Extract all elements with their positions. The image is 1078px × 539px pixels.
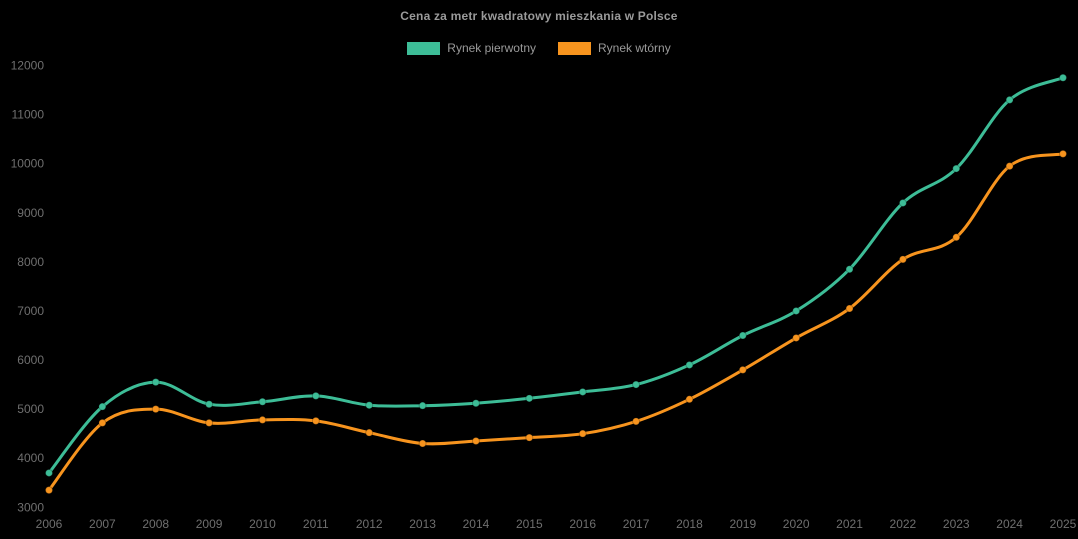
data-point[interactable] <box>738 331 747 340</box>
x-tick-label: 2007 <box>89 517 116 531</box>
data-point[interactable] <box>578 387 587 396</box>
x-tick-label: 2024 <box>996 517 1023 531</box>
data-point[interactable] <box>792 333 801 342</box>
x-tick-label: 2021 <box>836 517 863 531</box>
chart-title: Cena za metr kwadratowy mieszkania w Pol… <box>400 9 678 23</box>
data-point[interactable] <box>418 401 427 410</box>
x-tick-label: 2006 <box>36 517 63 531</box>
y-tick-label: 4000 <box>17 451 44 465</box>
x-tick-label: 2017 <box>623 517 650 531</box>
data-point[interactable] <box>1005 162 1014 171</box>
series-line-1 <box>47 152 1065 492</box>
data-point[interactable] <box>1059 73 1067 82</box>
data-point[interactable] <box>311 416 320 425</box>
legend-swatch-pierwotny-icon <box>407 41 441 55</box>
x-tick-label: 2018 <box>676 517 703 531</box>
data-point[interactable] <box>525 394 534 403</box>
data-point[interactable] <box>952 164 961 173</box>
data-point[interactable] <box>738 365 747 374</box>
y-tick-label: 10000 <box>11 157 45 171</box>
x-tick-label: 2011 <box>303 517 329 531</box>
data-point[interactable] <box>45 468 53 477</box>
data-point[interactable] <box>792 306 801 315</box>
series-line-0 <box>47 76 1065 475</box>
x-tick-label: 2009 <box>196 517 223 531</box>
data-point[interactable] <box>632 417 641 426</box>
data-point[interactable] <box>952 233 961 242</box>
data-point[interactable] <box>98 418 107 427</box>
data-point[interactable] <box>845 265 854 274</box>
data-point[interactable] <box>1059 149 1067 158</box>
data-point[interactable] <box>845 304 854 313</box>
data-point[interactable] <box>632 380 641 389</box>
x-tick-label: 2010 <box>249 517 276 531</box>
y-tick-label: 5000 <box>17 402 44 416</box>
data-point[interactable] <box>151 378 160 387</box>
data-point[interactable] <box>685 360 694 369</box>
data-point[interactable] <box>898 255 907 264</box>
legend-item-rynek-pierwotny[interactable]: Rynek pierwotny <box>407 41 536 55</box>
data-point[interactable] <box>98 402 107 411</box>
data-point[interactable] <box>525 433 534 442</box>
legend-label-rynek-pierwotny: Rynek pierwotny <box>447 41 536 55</box>
data-point[interactable] <box>151 405 160 414</box>
legend-label-rynek-wtorny: Rynek wtórny <box>598 41 671 55</box>
data-point[interactable] <box>258 415 267 424</box>
x-tick-label: 2013 <box>409 517 436 531</box>
y-tick-label: 6000 <box>17 353 44 367</box>
legend-item-rynek-wtorny[interactable]: Rynek wtórny <box>558 41 671 55</box>
data-point[interactable] <box>365 401 374 410</box>
x-tick-label: 2022 <box>890 517 917 531</box>
x-tick-label: 2014 <box>463 517 490 531</box>
y-tick-label: 8000 <box>17 255 44 269</box>
x-tick-label: 2012 <box>356 517 383 531</box>
data-point[interactable] <box>365 428 374 437</box>
data-point[interactable] <box>1005 95 1014 104</box>
data-point[interactable] <box>418 439 427 448</box>
data-point[interactable] <box>898 198 907 207</box>
data-point[interactable] <box>45 486 53 495</box>
data-point[interactable] <box>685 395 694 404</box>
data-point[interactable] <box>578 429 587 438</box>
y-tick-label: 7000 <box>17 304 44 318</box>
legend-swatch-wtorny-icon <box>558 41 591 55</box>
data-point[interactable] <box>471 437 480 446</box>
x-tick-label: 2023 <box>943 517 970 531</box>
x-tick-label: 2016 <box>569 517 596 531</box>
x-tick-label: 2015 <box>516 517 543 531</box>
data-point[interactable] <box>258 397 267 406</box>
y-tick-label: 12000 <box>11 59 45 73</box>
chart-legend: Rynek pierwotny Rynek wtórny <box>0 41 1078 55</box>
data-point[interactable] <box>471 399 480 408</box>
y-tick-label: 3000 <box>17 500 44 514</box>
data-point[interactable] <box>205 418 214 427</box>
data-point[interactable] <box>311 391 320 400</box>
x-tick-label: 2020 <box>783 517 810 531</box>
x-tick-label: 2019 <box>729 517 756 531</box>
y-tick-label: 9000 <box>17 206 44 220</box>
y-tick-label: 11000 <box>12 108 45 122</box>
x-tick-label: 2025 <box>1050 517 1077 531</box>
data-point[interactable] <box>205 400 214 409</box>
x-tick-label: 2008 <box>142 517 169 531</box>
